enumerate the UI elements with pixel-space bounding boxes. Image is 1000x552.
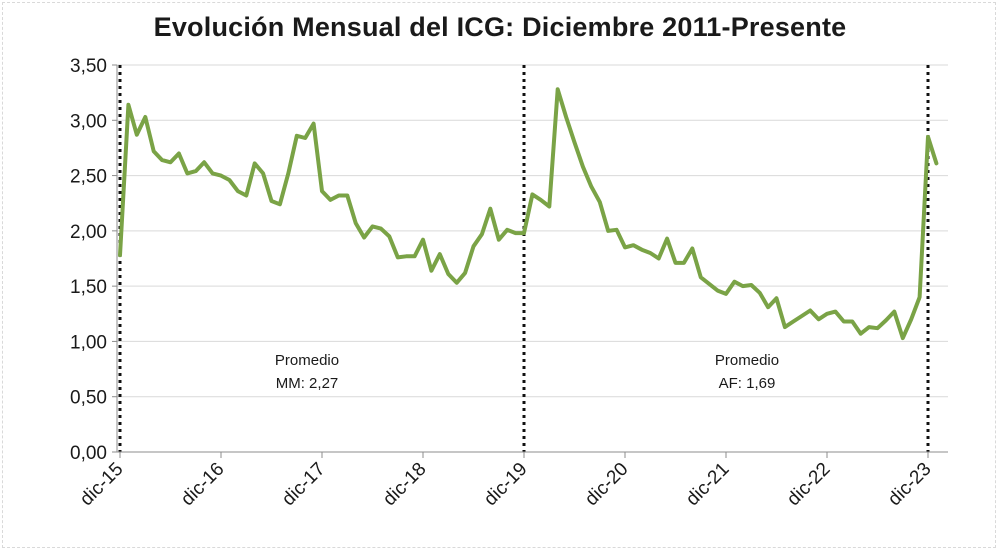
- axes: [112, 64, 948, 458]
- series-line-icg: [118, 87, 939, 341]
- x-tick-label: dic-16: [177, 459, 228, 510]
- x-tick-label: dic-19: [480, 459, 531, 510]
- y-tick-label: 2,00: [70, 222, 107, 243]
- annotation-af-line2: AF: 1,69: [719, 375, 776, 392]
- y-tick-label: 0,00: [70, 443, 107, 464]
- y-tick-label: 1,50: [70, 277, 107, 298]
- annotation-mm-line1: Promedio: [275, 352, 339, 369]
- x-tick-label: dic-21: [682, 459, 733, 510]
- series-layer: [118, 87, 939, 341]
- x-tick-label: dic-17: [278, 459, 329, 510]
- x-tick-label: dic-18: [379, 459, 430, 510]
- gridlines: [117, 64, 948, 398]
- chart-title: Evolución Mensual del ICG: Diciembre 201…: [153, 12, 847, 42]
- y-tick-label: 3,50: [70, 56, 107, 77]
- y-tick-label: 0,50: [70, 388, 107, 409]
- vertical-markers: [118, 65, 930, 452]
- y-tick-labels: 0,00 0,50 1,00 1,50 2,00 2,50 3,00 3,50: [70, 56, 107, 464]
- annotations: Promedio MM: 2,27 Promedio AF: 1,69: [275, 352, 779, 392]
- x-tick-label: dic-15: [76, 459, 127, 510]
- x-tick-labels: dic-15 dic-16 dic-17 dic-18 dic-19 dic-20 dic-…: [76, 459, 935, 510]
- x-tick-label: dic-20: [581, 459, 632, 510]
- annotation-af-line1: Promedio: [715, 352, 779, 369]
- y-tick-label: 3,00: [70, 111, 107, 132]
- x-tick-label: dic-22: [783, 459, 834, 510]
- y-tick-label: 2,50: [70, 167, 107, 188]
- annotation-mm-line2: MM: 2,27: [276, 375, 339, 392]
- y-tick-label: 1,00: [70, 332, 107, 353]
- x-tick-label: dic-23: [884, 459, 935, 510]
